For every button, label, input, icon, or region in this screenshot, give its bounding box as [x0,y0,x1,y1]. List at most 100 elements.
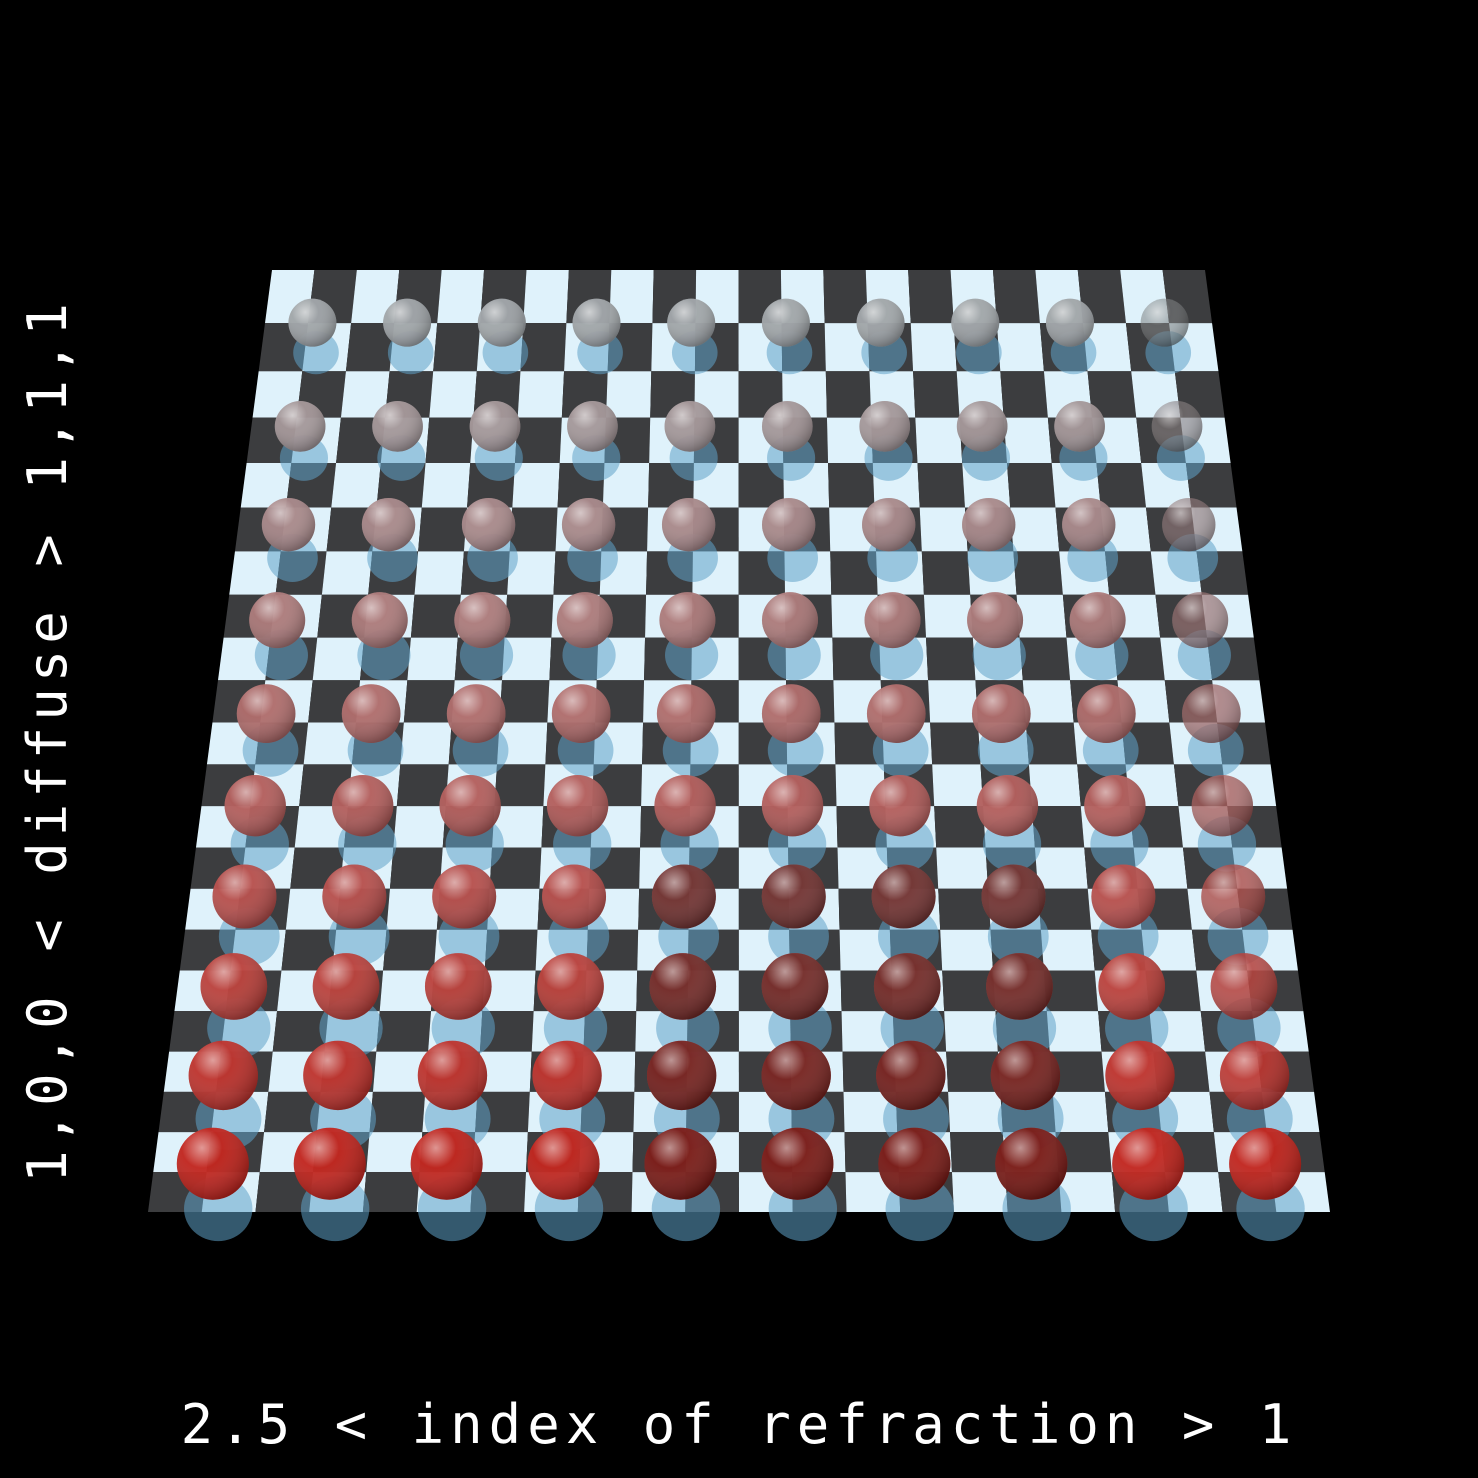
checker-square [932,764,984,807]
checker-square [1010,507,1060,552]
sphere-highlight [1162,498,1216,552]
checker-square [606,371,652,418]
x-axis-caption: 2.5 < index of refraction > 1 [180,1393,1298,1456]
checker-square [414,551,464,595]
sphere-highlight [661,498,716,552]
checker-square [921,551,971,595]
sphere-highlight [761,298,810,347]
sphere-highlight [761,592,818,649]
sphere-highlight [542,864,607,929]
checker-square [1025,722,1078,765]
checker-square [942,970,996,1012]
checker-square [1022,680,1074,723]
checker-square [1052,1091,1109,1133]
checker-square [1037,888,1092,930]
checker-square [482,970,536,1012]
sphere-highlight [869,775,931,837]
sphere-highlight [546,775,609,837]
checker-square [1087,371,1137,418]
checker-square [472,1132,528,1173]
sphere-highlight [646,1040,717,1111]
checker-square [517,371,565,418]
checker-square [379,970,434,1012]
checker-square [908,270,954,324]
checker-square [369,1091,426,1133]
sphere-highlight [862,498,916,552]
sphere-highlight [332,775,394,837]
checker-square [502,637,552,681]
sphere-highlight [761,1040,831,1111]
checker-square [917,462,965,508]
sphere-highlight [761,775,824,837]
checker-square [946,1051,1001,1092]
checker-square [497,722,548,765]
sphere-highlight [761,498,816,552]
checker-square [913,371,960,418]
sphere-highlight [951,298,1000,347]
sphere-highlight [1172,592,1229,649]
checker-square [832,637,881,681]
checker-square [1040,929,1095,971]
checker-square [512,462,560,508]
sphere-highlight [1229,1127,1302,1200]
sphere-highlight [383,298,432,347]
checker-square [996,323,1044,372]
sphere-highlight [656,684,716,743]
checker-square [940,929,994,971]
sphere-highlight [461,498,516,552]
sphere-highlight [188,1040,258,1111]
sphere-highlight [956,401,1008,452]
checker-square [376,1011,432,1052]
sphere-highlight [372,401,423,452]
checker-square [602,462,650,508]
sphere-highlight [761,1127,834,1200]
sphere-highlight [351,592,408,649]
sphere-highlight [439,775,501,837]
checker-square [331,462,381,508]
checker-square [1028,764,1081,807]
checker-square [389,847,443,889]
checker-square [400,722,452,765]
checker-square [738,462,784,508]
checker-square [492,806,544,848]
checker-square [824,323,870,372]
sphere-highlight [410,1127,483,1200]
checker-square [1013,551,1063,595]
sphere-highlight [572,298,621,347]
sphere-highlight [556,592,613,649]
sphere-highlight [761,864,826,929]
sphere-highlight [990,1040,1061,1111]
checker-square [930,722,981,765]
checker-square [1043,970,1099,1012]
checker-square [362,1172,420,1212]
checker-square [477,1051,532,1092]
sphere-highlight [261,498,316,552]
checker-square [1049,1051,1105,1092]
checker-square [386,888,440,930]
checker-square [264,1091,321,1133]
sphere-grid [176,298,1302,1200]
sphere-highlight [761,684,821,743]
checker-square [841,1011,895,1052]
sphere-highlight [1062,498,1116,552]
checker-square [948,1091,1003,1133]
checker-square [928,680,978,723]
sphere-highlight [567,401,618,452]
sphere-highlight [1151,401,1203,452]
y-axis-caption: 1,0,0 < diffuse > 1,1,1 [16,297,79,1183]
checker-square [1055,1132,1112,1173]
sphere-highlight [644,1127,717,1200]
checker-square [915,417,963,463]
checker-square [255,1172,313,1212]
checker-square [944,1011,998,1052]
sphere-highlight [659,592,716,649]
checker-square [1046,1011,1102,1052]
sphere-highlight [866,684,926,743]
sphere-highlight [1182,684,1241,743]
sphere-highlight [293,1127,366,1200]
sphere-highlight [1091,864,1156,929]
checker-square [825,371,872,418]
sphere-highlight [864,592,921,649]
sphere-highlight [249,592,306,649]
